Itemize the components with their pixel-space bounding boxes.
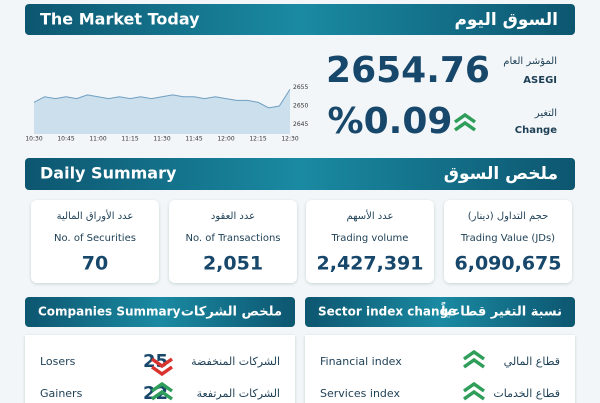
index-label-en: ASEGI — [523, 75, 557, 86]
row-label-en: Gainers — [40, 387, 83, 400]
summary-title-ar: ملخص السوق — [444, 164, 558, 184]
chevron — [462, 381, 486, 393]
x-tick-label: 12:30 — [281, 136, 298, 143]
summary-bar — [25, 158, 575, 190]
change-label-en: Change — [515, 125, 557, 136]
chevron — [150, 365, 174, 377]
x-tick-label: 10:30 — [25, 136, 42, 143]
companies-title-en: Companies Summary — [38, 305, 181, 319]
card-value: 2,427,391 — [317, 253, 424, 275]
card-label-ar: عدد الأسهم — [347, 209, 394, 222]
card-value: 70 — [82, 253, 108, 275]
card-label-en: Trading volume — [331, 233, 409, 244]
y-tick-label: 2645 — [293, 121, 308, 128]
x-tick-label: 11:00 — [89, 136, 106, 143]
index-label-ar: المؤشر العام — [503, 56, 557, 67]
card — [306, 200, 434, 283]
card-label-ar: حجم التداول (دينار) — [468, 211, 549, 222]
index-chart: 2645 2650 2655 10:30 10:45 11:00 11:15 11:30 11:… — [25, 84, 308, 143]
row-label-en: Financial index — [320, 355, 402, 368]
index-value: 2654.76 — [326, 50, 490, 91]
change-value: %0.09 — [328, 101, 453, 142]
chevron — [150, 389, 174, 401]
y-tick-label: 2650 — [293, 103, 308, 110]
chevron — [453, 120, 477, 132]
x-tick-label: 11:30 — [153, 136, 170, 143]
card-label-en: No. of Transactions — [185, 233, 280, 244]
chevron — [453, 112, 477, 124]
sector-title-ar: نسبة التغير قطاعياً — [441, 302, 562, 320]
chevron — [150, 381, 174, 393]
x-tick-label: 11:45 — [185, 136, 202, 143]
row-label-en: Losers — [40, 355, 76, 368]
row-label-ar: الشركات المرتفعة — [197, 387, 280, 400]
companies-title-ar: ملخص الشركات — [181, 305, 282, 320]
x-tick-label: 12:00 — [217, 136, 234, 143]
x-tick-label: 12:15 — [249, 136, 266, 143]
chevron — [462, 349, 486, 361]
line — [33, 89, 291, 109]
chevron — [150, 357, 174, 369]
chevron — [462, 389, 486, 401]
area — [34, 89, 290, 134]
x-tick-label: 10:45 — [57, 136, 74, 143]
row-label-ar: قطاع الخدمات — [493, 387, 560, 400]
chevron — [462, 357, 486, 369]
row-label-ar: الشركات المنخفضة — [191, 355, 280, 368]
x-tick-label: 11:15 — [121, 136, 138, 143]
sector-panel — [305, 335, 575, 403]
card-label-ar: عدد العقود — [211, 211, 255, 222]
header-bar — [25, 4, 575, 35]
card-label-en: No. of Securities — [54, 233, 136, 244]
row-label-ar: قطاع المالي — [504, 355, 560, 368]
card — [31, 200, 159, 283]
card-label-ar: عدد الأوراق المالية — [57, 209, 134, 222]
header-title-en: The Market Today — [40, 10, 200, 29]
sector-bar — [305, 297, 575, 327]
card-value: 2,051 — [203, 253, 263, 275]
row-label-en: Services index — [320, 387, 400, 400]
card-value: 6,090,675 — [455, 253, 562, 275]
companies-bar — [25, 297, 295, 327]
summary-cards: عدد الأوراق المالية No. of Securities 70 عد… — [31, 200, 572, 283]
summary-title-en: Daily Summary — [40, 164, 177, 183]
y-tick-label: 2655 — [293, 84, 308, 91]
header-title-ar: السوق اليوم — [454, 10, 558, 30]
card-label-en: Trading Value (JDs) — [460, 233, 555, 244]
change-label-ar: التغير — [534, 108, 557, 119]
card — [444, 200, 572, 283]
row-value: 22 — [143, 383, 168, 403]
sector-title-en: Sector index change — [318, 305, 456, 319]
card — [169, 200, 297, 283]
